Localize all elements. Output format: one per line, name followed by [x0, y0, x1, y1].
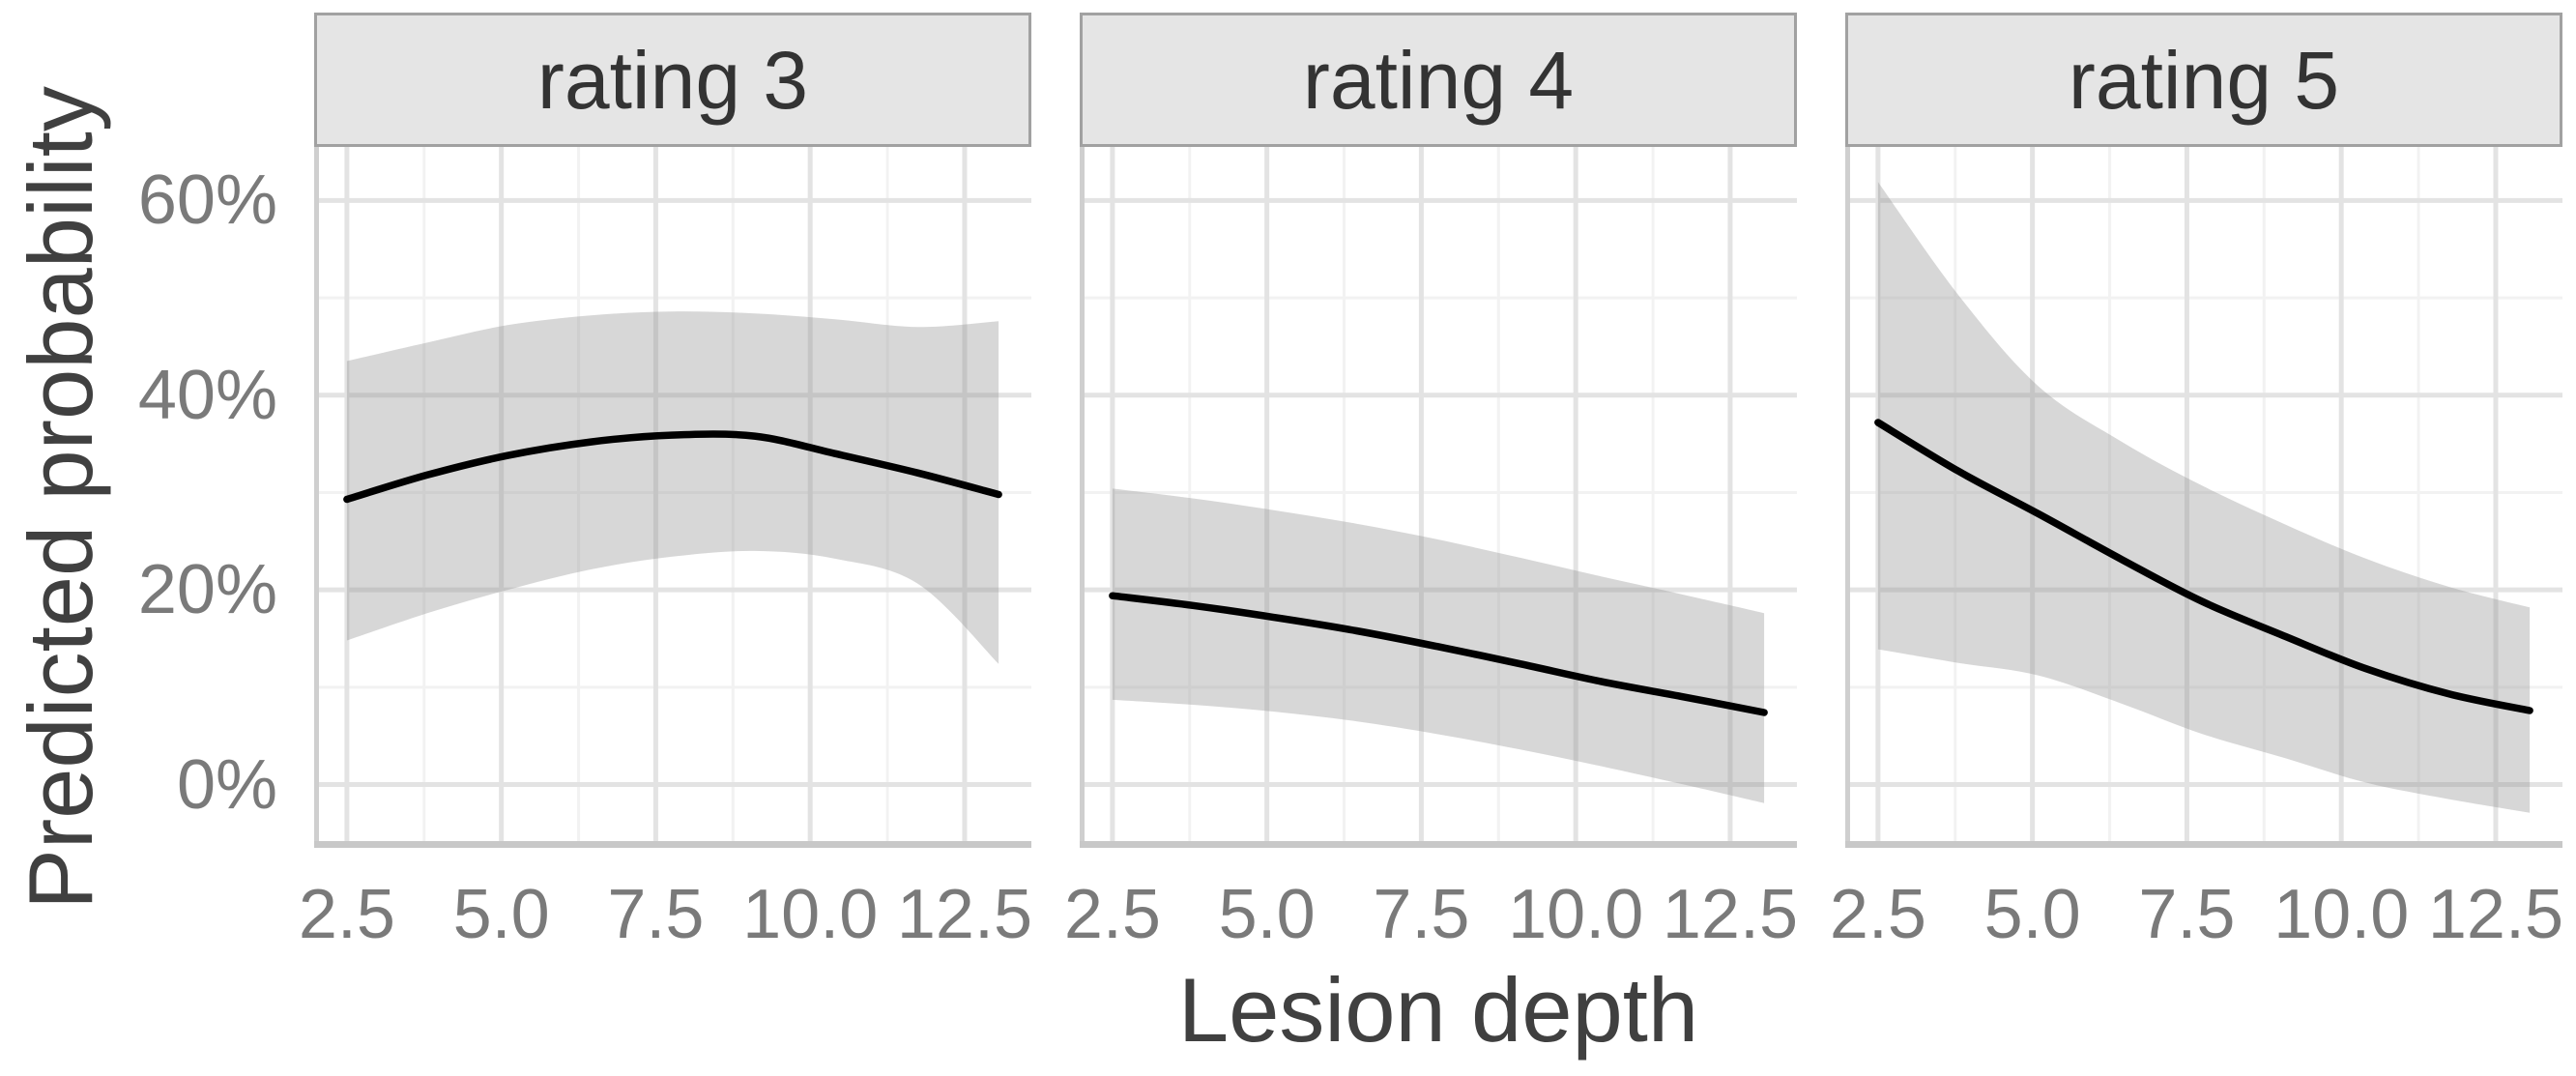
x-tick-label: 5.0 [452, 876, 550, 953]
x-tick-label: 10.0 [2273, 876, 2410, 953]
x-tick-label: 10.0 [1508, 876, 1644, 953]
facet-strip-label: rating 5 [2068, 34, 2340, 126]
facet-plot-svg [1845, 147, 2562, 848]
y-tick-label: 0% [176, 745, 277, 824]
facet-plot-svg [314, 147, 1031, 848]
fitted-line [1109, 592, 1768, 716]
plot-area [1080, 147, 1797, 848]
x-tick-label: 12.5 [896, 876, 1033, 953]
x-tick-label: 7.5 [607, 876, 705, 953]
facet-strip: rating 5 [1845, 13, 2562, 147]
x-tick-label: 5.0 [1983, 876, 2081, 953]
x-tick-label: 7.5 [2138, 876, 2236, 953]
x-tick-label: 12.5 [1662, 876, 1799, 953]
fitted-line [1874, 419, 2533, 714]
confidence-ribbon [1877, 182, 2531, 813]
plot-area [314, 147, 1031, 848]
y-axis-title: Predicted probability [10, 86, 111, 910]
x-tick-label: 2.5 [1063, 876, 1161, 953]
x-tick-label: 7.5 [1373, 876, 1470, 953]
x-tick-label: 2.5 [1829, 876, 1926, 953]
y-tick-label: 20% [137, 551, 277, 629]
fitted-line [343, 430, 1002, 504]
plot-area [1845, 147, 2562, 848]
confidence-ribbon [346, 311, 999, 664]
y-tick-label: 60% [137, 161, 277, 240]
facet-strip-label: rating 3 [536, 34, 809, 126]
facet-strip: rating 3 [314, 13, 1031, 147]
facet-strip: rating 4 [1080, 13, 1797, 147]
x-axis-title: Lesion depth [1177, 959, 1699, 1061]
x-tick-label: 10.0 [742, 876, 879, 953]
x-tick-label: 12.5 [2427, 876, 2564, 953]
x-tick-label: 5.0 [1218, 876, 1316, 953]
facet-plot-svg [1080, 147, 1797, 848]
y-tick-label: 40% [137, 356, 277, 434]
facet-strip-label: rating 4 [1302, 34, 1575, 126]
x-tick-label: 2.5 [298, 876, 395, 953]
